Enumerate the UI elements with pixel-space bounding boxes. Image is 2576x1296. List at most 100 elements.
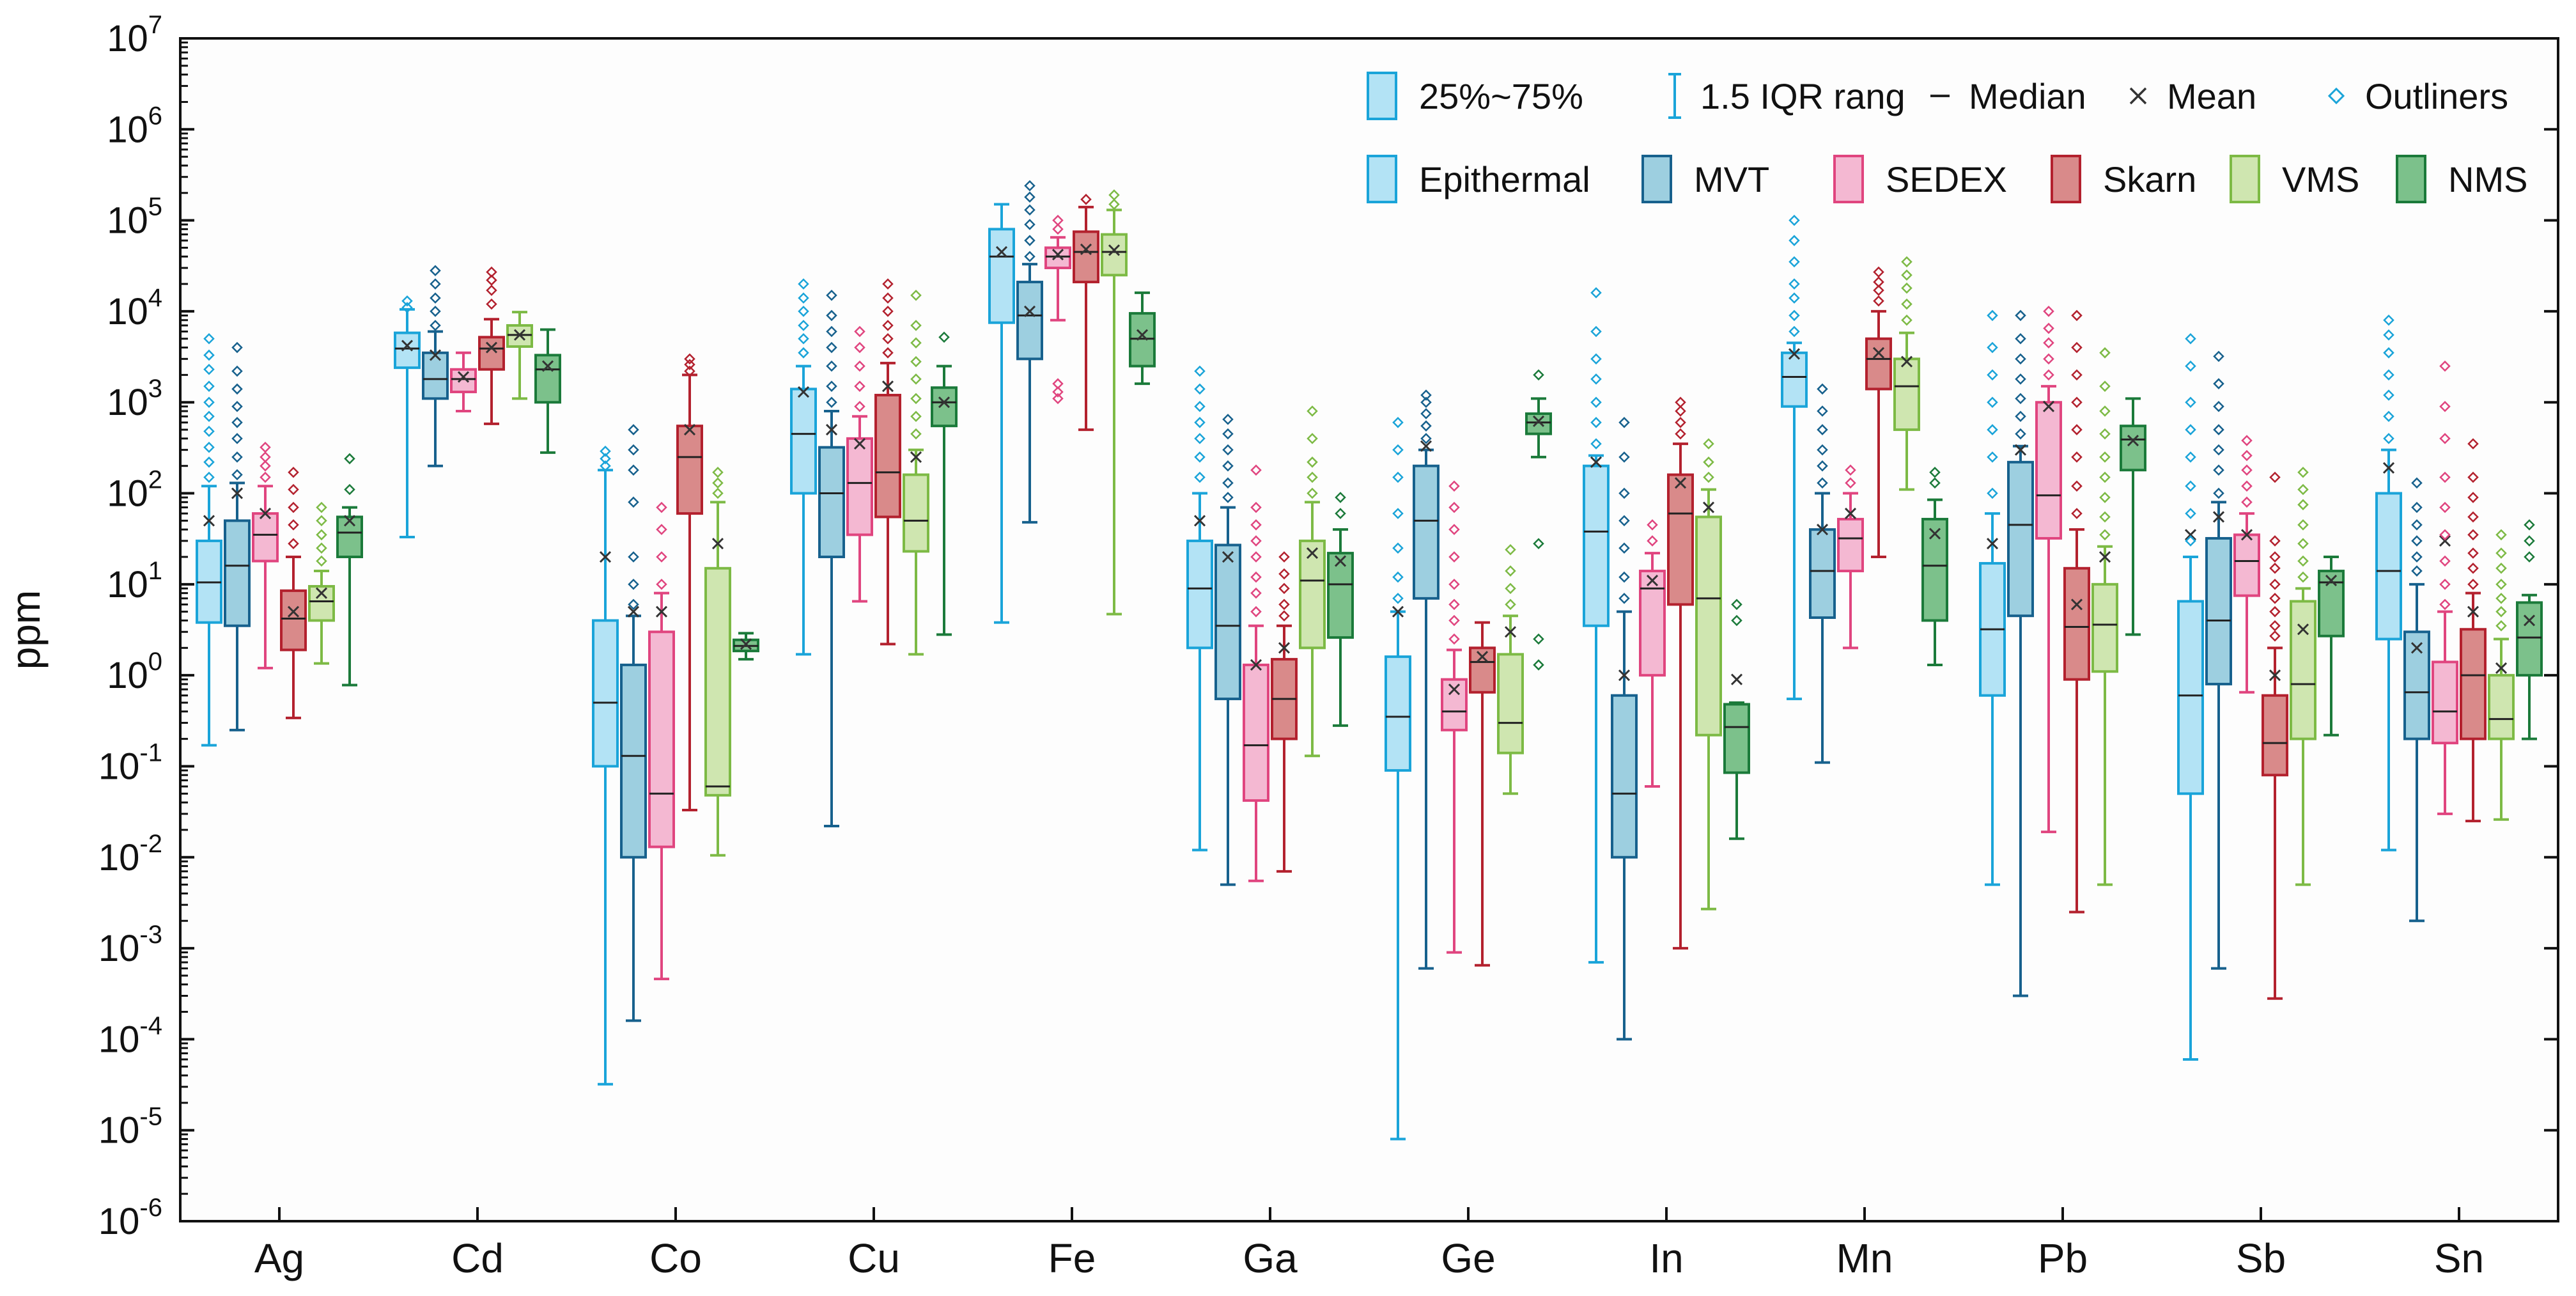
y-tick-label: 106	[107, 102, 162, 150]
outlier-point	[2439, 433, 2451, 444]
mean-marker	[2382, 462, 2395, 474]
outlier-point	[2269, 471, 2281, 483]
outlier-point	[1873, 266, 1884, 278]
outlier-point	[2015, 393, 2026, 405]
legend-key-mean: Mean	[2129, 76, 2256, 116]
outlier-point	[2185, 451, 2196, 463]
outlier-point	[2467, 529, 2479, 541]
outlier-point	[2185, 508, 2196, 519]
outlier-point	[910, 373, 922, 385]
mean-marker	[1816, 524, 1829, 536]
outlier-point	[2495, 593, 2507, 604]
mean-marker	[1420, 440, 1432, 452]
iqr-box	[2290, 600, 2316, 740]
outlier-point	[2411, 551, 2423, 563]
x-tick-label-mn: Mn	[1836, 1235, 1893, 1281]
outlier-point	[1194, 433, 1206, 444]
mean-marker	[1080, 243, 1092, 256]
outlier-point	[910, 290, 922, 301]
outlier-point	[684, 353, 695, 365]
outlier-point	[1590, 417, 1602, 428]
outlier-point	[2015, 309, 2026, 322]
box-epithermal-mn	[1781, 214, 1808, 701]
iqr-box	[1781, 351, 1808, 408]
box-vms-co	[704, 466, 731, 857]
box-sedex-cd	[450, 351, 477, 413]
mean-marker	[2014, 444, 2027, 456]
box-sedex-ag	[252, 441, 279, 669]
box-skarn-fe	[1073, 194, 1099, 432]
outlier-point	[1845, 477, 1856, 489]
box-skarn-ga	[1271, 551, 1298, 873]
y-tick-label: 107	[107, 11, 162, 59]
outlier-point	[2015, 410, 2026, 423]
series-skarn	[280, 194, 2487, 1000]
outlier-point	[1533, 369, 1544, 381]
outlier-point	[1703, 471, 1714, 483]
outlier-point	[628, 444, 639, 456]
iqr-box	[1809, 528, 1836, 620]
outlier-point	[1307, 457, 1318, 468]
outlier-point	[798, 320, 809, 331]
iqr-box	[2488, 674, 2515, 740]
outlier-point	[2213, 350, 2224, 363]
outlier-point	[1731, 614, 1742, 627]
mean-marker	[627, 605, 640, 618]
outlier-point	[1987, 487, 1998, 499]
box-vms-in	[1695, 438, 1722, 910]
outlier-point	[2411, 535, 2423, 547]
box-epithermal-sb	[2177, 332, 2204, 1061]
outlier-point	[910, 410, 922, 423]
mean-marker	[1532, 415, 1545, 427]
outlier-point	[628, 579, 639, 590]
outlier-point	[1052, 378, 1064, 389]
outlier-point	[1817, 477, 1828, 489]
iqr-box	[2233, 533, 2260, 597]
outlier-point	[826, 396, 837, 408]
y-tick-label: 10-3	[98, 921, 162, 969]
outlier-point	[2099, 492, 2111, 503]
series-vms	[308, 189, 2515, 910]
iqr-box	[931, 386, 958, 428]
outlier-point	[2383, 347, 2394, 359]
outlier-point	[1108, 198, 1120, 210]
outlier-point	[2071, 508, 2083, 519]
box-vms-ga	[1299, 405, 1326, 758]
outlier-point	[2467, 438, 2479, 449]
mean-marker	[1928, 527, 1941, 540]
mean-marker	[315, 587, 328, 599]
box-vms-cd	[506, 311, 533, 400]
iqr-box	[1129, 312, 1156, 368]
outlier-point	[2185, 480, 2196, 492]
outlier-point	[2071, 396, 2083, 408]
box-sedex-pb	[2035, 306, 2062, 834]
outlier-point	[260, 451, 271, 463]
y-tick-label: 10-1	[98, 738, 162, 787]
legend-series-swatch	[2051, 155, 2081, 203]
outlier-point	[2099, 471, 2111, 483]
legend-series-label: SEDEX	[1886, 159, 2007, 199]
outlier-point	[1647, 535, 1658, 547]
outlier-point	[231, 400, 243, 412]
outlier-point	[1052, 386, 1064, 398]
outlier-point	[231, 469, 243, 481]
mean-marker	[1900, 355, 1913, 368]
mean-marker	[740, 638, 752, 650]
mean-marker	[1702, 501, 1715, 513]
outlier-point	[2297, 466, 2309, 478]
mean-marker	[1986, 538, 1999, 550]
outlier-point	[1024, 180, 1036, 192]
outlier-point	[1052, 393, 1064, 405]
outlier-point	[316, 529, 327, 541]
iqr-box	[1583, 464, 1610, 627]
legend-box-swatch	[1367, 72, 1397, 120]
outlier-point	[260, 471, 271, 483]
iqr-box	[2120, 425, 2146, 472]
outlier-point	[1250, 551, 1262, 563]
outlier-point	[684, 359, 695, 370]
mean-marker	[1051, 249, 1064, 261]
legend-key-whisker: 1.5 IQR rang	[1668, 73, 1905, 119]
outlier-point	[430, 278, 441, 290]
